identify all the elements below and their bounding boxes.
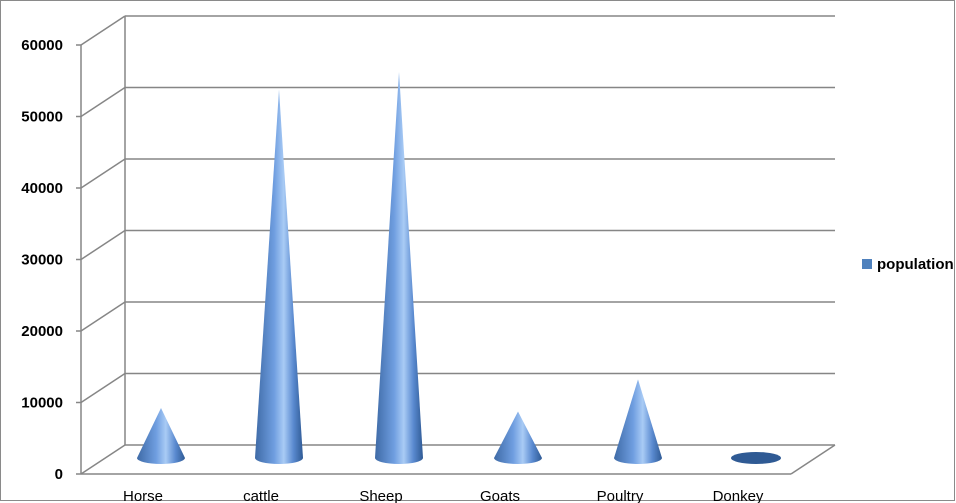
axes <box>76 16 836 475</box>
x-category-labels: Horse cattle Sheep Goats Poultry Donkey <box>123 488 764 503</box>
y-tick-label: 20000 <box>21 323 63 340</box>
y-tick-label: 30000 <box>21 252 63 269</box>
gridline-diagonal <box>80 15 126 46</box>
gridline-diagonal <box>80 372 126 404</box>
cone-bar <box>614 379 662 464</box>
cone-bar <box>255 89 303 465</box>
cone-bar <box>137 407 185 464</box>
x-category-label: Goats <box>480 488 520 503</box>
cone-bars <box>137 71 781 465</box>
y-tick-label: 10000 <box>21 395 63 412</box>
floor-right-edge <box>790 444 836 475</box>
gridline-diagonal <box>80 444 126 475</box>
x-category-label: Donkey <box>713 488 764 503</box>
x-category-label: Sheep <box>359 488 402 503</box>
cone-bar <box>494 411 542 464</box>
gridline-diagonal <box>80 158 126 189</box>
x-category-label: Poultry <box>597 488 644 503</box>
x-category-label: cattle <box>243 488 279 503</box>
gridline-diagonal <box>80 86 126 118</box>
cone-bar <box>731 452 781 464</box>
y-tick-label: 60000 <box>21 37 63 54</box>
y-tick-label: 50000 <box>21 109 63 126</box>
y-tick-label: 40000 <box>21 180 63 197</box>
y-tick-labels: 0 10000 20000 30000 40000 50000 60000 <box>21 37 63 483</box>
gridline-diagonal <box>80 301 126 332</box>
gridline-diagonal <box>80 229 126 261</box>
legend: population <box>862 256 954 273</box>
x-category-label: Horse <box>123 488 163 503</box>
legend-label: population <box>877 256 954 273</box>
y-tick-label: 0 <box>55 466 63 483</box>
gridlines <box>80 15 835 475</box>
cone-bar <box>375 71 423 465</box>
legend-swatch <box>862 259 872 269</box>
